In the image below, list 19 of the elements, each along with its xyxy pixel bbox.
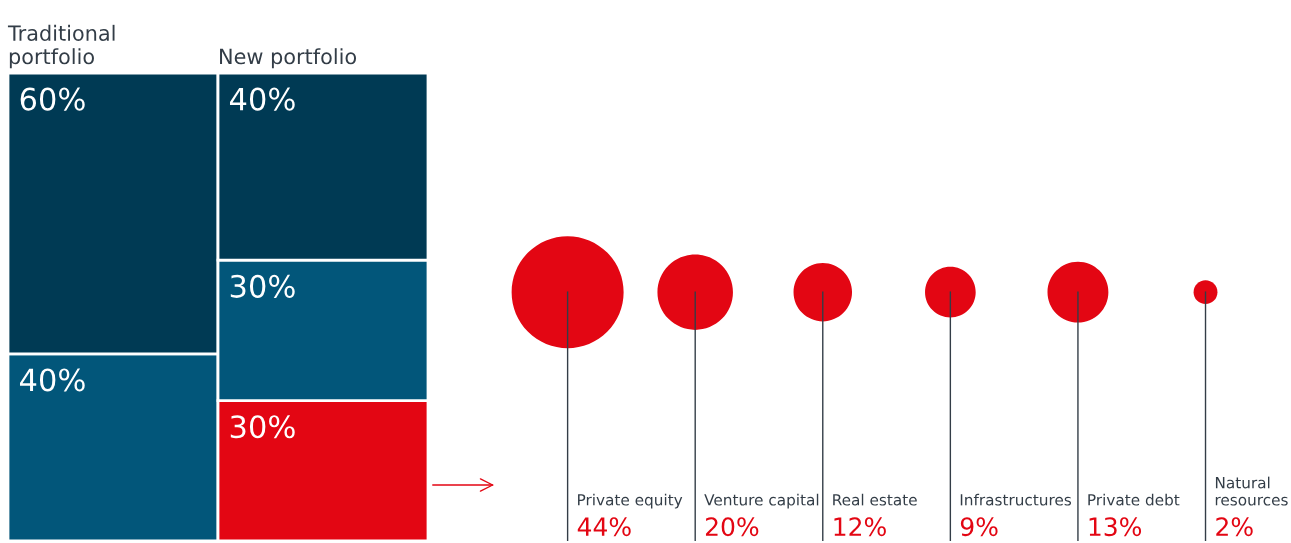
data-label: 30% xyxy=(230,274,295,298)
category-label: Infrastructures xyxy=(960,493,1072,506)
data-label: 9% xyxy=(960,517,998,537)
x-tick-label: New portfolio xyxy=(220,48,357,69)
data-label: 40% xyxy=(229,87,295,111)
data-label: 12% xyxy=(834,517,886,537)
category-label: Private equity xyxy=(578,493,683,509)
data-label: 2% xyxy=(1216,517,1253,537)
category-label: Real estate xyxy=(833,493,917,506)
x-tick-label: Traditional portfolio xyxy=(7,24,115,69)
data-label: 60% xyxy=(20,87,85,111)
category-label: Private debt xyxy=(1088,493,1180,506)
data-label: 20% xyxy=(705,517,759,537)
category-label: Natural resources xyxy=(1215,476,1288,506)
category-label: Venture capital xyxy=(704,493,819,509)
data-label: 44% xyxy=(577,517,631,537)
data-label: 30% xyxy=(230,415,295,439)
data-label: 40% xyxy=(19,368,85,392)
data-label: 13% xyxy=(1089,517,1142,537)
